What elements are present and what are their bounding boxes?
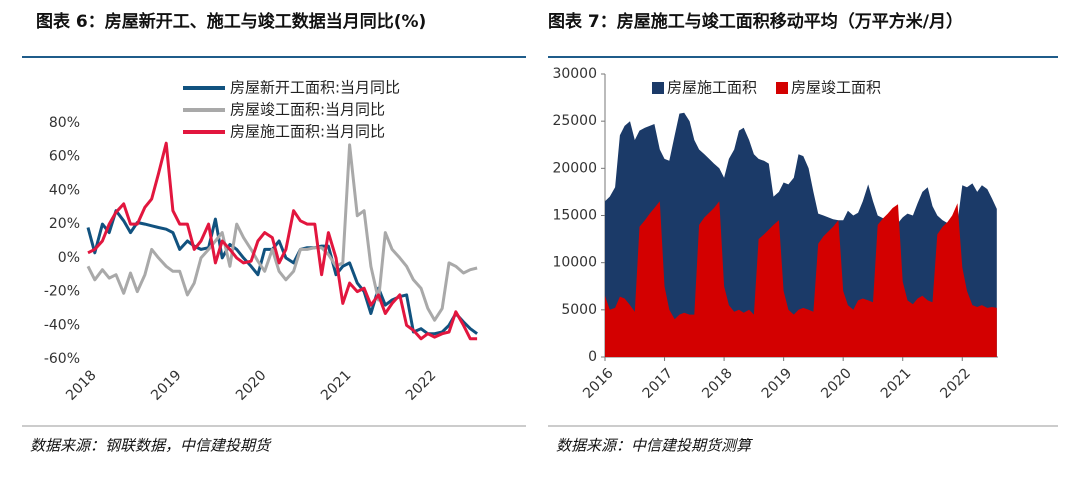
x-tick-label: 2018 <box>699 365 736 402</box>
legend-label: 房屋施工面积:当月同比 <box>230 123 385 141</box>
x-tick-label: 2022 <box>937 365 974 402</box>
series-line <box>86 209 478 336</box>
y-tick-label: -20% <box>44 284 80 300</box>
source-note: 数据来源：钢联数据，中信建投期货 <box>30 437 272 455</box>
y-tick-label: 30000 <box>552 66 597 82</box>
series-area <box>605 201 997 357</box>
chart-title: 图表 6：房屋新开工、施工与竣工数据当月同比(%) <box>36 11 426 32</box>
x-tick-label: 2020 <box>233 367 270 404</box>
x-tick-label: 2019 <box>148 367 185 404</box>
x-tick-label: 2016 <box>580 365 617 402</box>
legend-label: 房屋施工面积 <box>667 79 757 97</box>
legend-swatch <box>652 82 664 94</box>
x-tick-label: 2018 <box>63 367 100 404</box>
series-line <box>86 143 478 322</box>
y-tick-label: -40% <box>44 317 80 333</box>
y-tick-label: 5000 <box>561 302 597 318</box>
x-tick-label: 2021 <box>878 365 915 402</box>
legend-label: 房屋新开工面积:当月同比 <box>230 79 400 97</box>
legend-label: 房屋竣工面积:当月同比 <box>230 101 385 119</box>
legend-swatch <box>776 82 788 94</box>
x-tick-label: 2019 <box>759 365 796 402</box>
x-tick-label: 2017 <box>640 365 677 402</box>
y-tick-label: 15000 <box>552 208 597 224</box>
x-tick-label: 2021 <box>318 367 355 404</box>
y-tick-label: 80% <box>49 115 80 131</box>
y-tick-label: 20% <box>49 216 80 232</box>
chart-title: 图表 7：房屋施工与竣工面积移动平均（万平方米/月） <box>548 11 963 32</box>
legend-label: 房屋竣工面积 <box>791 79 881 97</box>
y-tick-label: -60% <box>44 351 80 367</box>
series-line <box>87 141 478 341</box>
y-tick-label: 0 <box>588 349 597 365</box>
y-tick-label: 0% <box>58 250 80 266</box>
source-note: 数据来源：中信建投期货测算 <box>556 437 753 455</box>
y-tick-label: 60% <box>49 149 80 165</box>
x-tick-label: 2022 <box>403 367 440 404</box>
y-tick-label: 10000 <box>552 255 597 271</box>
x-tick-label: 2020 <box>818 365 855 402</box>
y-tick-label: 40% <box>49 182 80 198</box>
y-tick-label: 20000 <box>552 160 597 176</box>
y-tick-label: 25000 <box>552 113 597 129</box>
